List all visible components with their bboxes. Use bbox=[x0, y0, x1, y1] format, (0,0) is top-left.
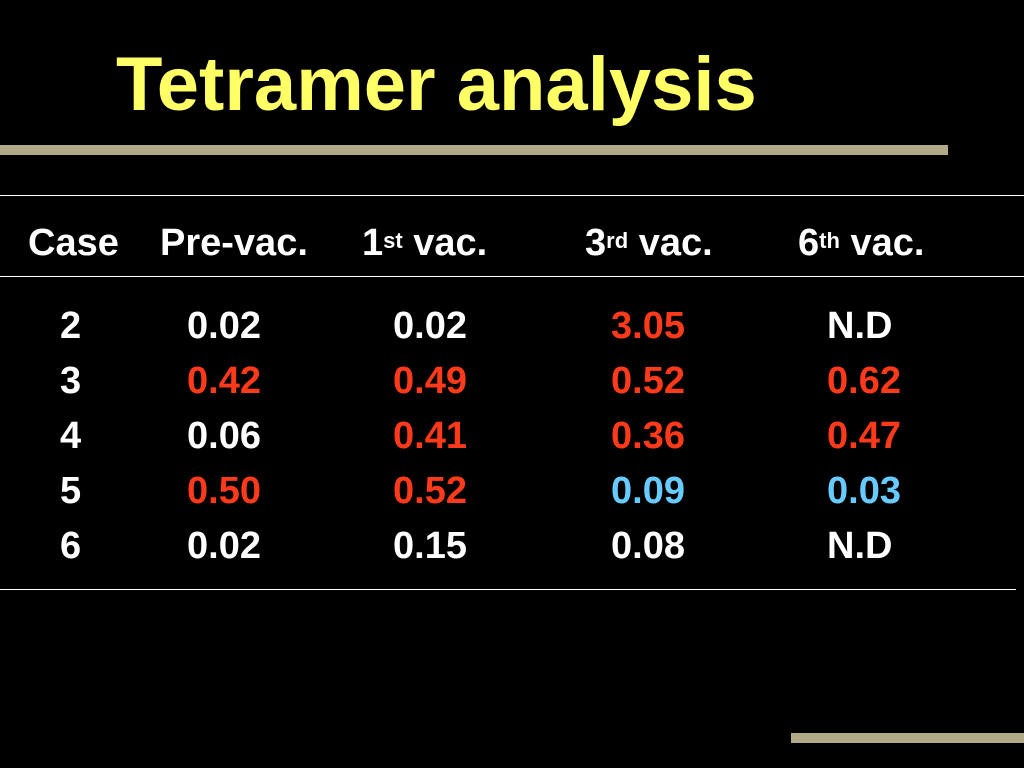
cell-3rd-vac: 0.09 bbox=[611, 470, 685, 512]
cell-1st-vac: 0.52 bbox=[393, 470, 467, 512]
cell-1st-vac: 0.49 bbox=[393, 360, 467, 402]
cell-1st-vac: 0.02 bbox=[393, 305, 467, 347]
cell-6th-vac: 0.62 bbox=[827, 360, 901, 402]
cell-case: 2 bbox=[60, 305, 82, 347]
cell-6th-vac: 0.03 bbox=[827, 470, 901, 512]
table-bottom-border bbox=[0, 589, 1016, 590]
header-1st-vac: 1st vac. bbox=[362, 222, 488, 264]
cell-3rd-vac: 0.08 bbox=[611, 525, 685, 567]
cell-3rd-vac: 0.52 bbox=[611, 360, 685, 402]
cell-pre-vac: 0.02 bbox=[187, 305, 261, 347]
cell-6th-vac: 0.47 bbox=[827, 415, 901, 457]
header-3rd-vac: 3rd vac. bbox=[585, 222, 713, 264]
title-accent-rule bbox=[0, 145, 948, 155]
table-header-border bbox=[0, 276, 1024, 277]
header-pre-vac: Pre-vac. bbox=[160, 222, 308, 264]
cell-case: 5 bbox=[60, 470, 82, 512]
cell-case: 3 bbox=[60, 360, 82, 402]
table-top-border bbox=[0, 195, 1024, 196]
cell-pre-vac: 0.02 bbox=[187, 525, 261, 567]
cell-case: 4 bbox=[60, 415, 82, 457]
slide-title: Tetramer analysis bbox=[116, 42, 757, 127]
cell-6th-vac: N.D bbox=[827, 305, 893, 347]
cell-pre-vac: 0.42 bbox=[187, 360, 261, 402]
header-6th-vac: 6th vac. bbox=[798, 222, 925, 264]
cell-1st-vac: 0.41 bbox=[393, 415, 467, 457]
cell-1st-vac: 0.15 bbox=[393, 525, 467, 567]
header-case: Case bbox=[28, 222, 119, 264]
cell-6th-vac: N.D bbox=[827, 525, 893, 567]
cell-3rd-vac: 0.36 bbox=[611, 415, 685, 457]
cell-3rd-vac: 3.05 bbox=[611, 305, 685, 347]
cell-case: 6 bbox=[60, 525, 82, 567]
cell-pre-vac: 0.50 bbox=[187, 470, 261, 512]
cell-pre-vac: 0.06 bbox=[187, 415, 261, 457]
footer-accent-rule bbox=[791, 733, 1024, 743]
